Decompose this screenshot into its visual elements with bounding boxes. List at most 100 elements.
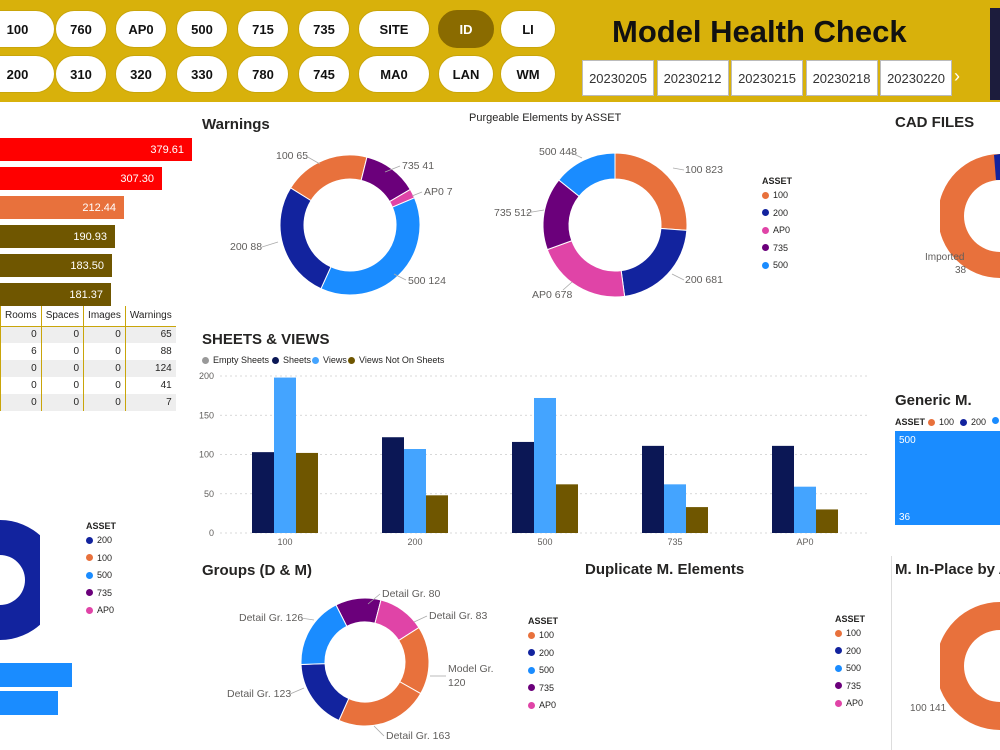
groups-slice[interactable] <box>338 681 422 727</box>
data-label: 735 41 <box>402 160 434 172</box>
bar-views[interactable] <box>664 484 686 533</box>
purgeable-slice[interactable] <box>614 152 688 231</box>
legend-item[interactable]: Empty Sheets <box>202 355 269 365</box>
filter-button-200[interactable]: 200 <box>0 55 55 93</box>
legend-item[interactable]: 200 <box>835 646 861 656</box>
legend-item[interactable]: 200 <box>528 648 554 658</box>
legend-item[interactable] <box>992 417 1000 424</box>
bar-views-not-on-sheets[interactable] <box>686 507 708 533</box>
x-tick-label: 735 <box>667 537 682 547</box>
legend-item[interactable]: 500 <box>528 665 554 675</box>
chevron-right-icon[interactable]: › <box>954 66 960 86</box>
legend-item[interactable]: AP0 <box>86 605 114 615</box>
legend-item[interactable]: AP0 <box>835 698 863 708</box>
legend-item[interactable]: AP0 <box>528 700 556 710</box>
filter-button-715[interactable]: 715 <box>237 10 289 48</box>
bar-views[interactable] <box>534 397 556 533</box>
legend-dot-icon <box>86 589 93 596</box>
date-button-20230215[interactable]: 20230215 <box>731 60 803 96</box>
legend-dot-icon <box>348 356 355 364</box>
bar-views[interactable] <box>404 449 426 533</box>
left-bar-0: 379.61 <box>0 138 192 161</box>
legend-item[interactable]: 735 <box>528 683 554 693</box>
left-bar-4: 183.50 <box>0 254 112 277</box>
bar-views-not-on-sheets[interactable] <box>426 495 448 533</box>
filter-button-ma0[interactable]: MA0 <box>358 55 430 93</box>
groups-slice[interactable] <box>300 604 348 666</box>
legend-dot-icon <box>528 631 535 639</box>
legend-item[interactable]: 100 <box>835 628 861 638</box>
card-tile <box>990 8 1000 100</box>
table-cell: 0 <box>40 394 84 411</box>
filter-button-500[interactable]: 500 <box>176 10 228 48</box>
table-cell: 0 <box>0 377 42 394</box>
cad-files-donut <box>940 154 1000 278</box>
legend-item[interactable]: 100 <box>528 630 554 640</box>
legend-label: AP0 <box>846 698 864 708</box>
purgeable-donut: 100 823 200 681 AP0 678 735 512 500 448 <box>494 146 723 301</box>
legend-item[interactable]: AP0 <box>762 225 790 235</box>
legend-item[interactable]: Views <box>312 355 347 365</box>
legend-item[interactable]: 735 <box>86 588 112 598</box>
legend-item[interactable]: Sheets <box>272 355 311 365</box>
legend-item[interactable]: 100 <box>86 553 112 563</box>
legend-item[interactable]: 500 <box>835 663 861 673</box>
legend-item[interactable]: 735 <box>762 243 788 253</box>
filter-button-760[interactable]: 760 <box>55 10 107 48</box>
warnings-slice[interactable] <box>320 197 421 296</box>
bar-views[interactable] <box>274 377 296 533</box>
filter-button-330[interactable]: 330 <box>176 55 228 93</box>
legend-item[interactable]: 500 <box>86 570 112 580</box>
filter-button-735[interactable]: 735 <box>298 10 350 48</box>
filter-button-id[interactable]: ID <box>438 10 494 48</box>
generic-title: Generic M. <box>895 392 972 409</box>
legend-item[interactable]: 200 <box>960 417 986 427</box>
leader-line <box>373 725 385 737</box>
bar-sheets[interactable] <box>382 437 404 533</box>
bar-sheets[interactable] <box>252 452 274 533</box>
bar-sheets[interactable] <box>512 441 534 533</box>
date-button-20230220[interactable]: 20230220 <box>880 60 952 96</box>
legend-item[interactable]: 200 <box>86 535 112 545</box>
legend-item[interactable]: 500 <box>762 260 788 270</box>
bar-views[interactable] <box>794 486 816 533</box>
filter-button-li[interactable]: LI <box>500 10 556 48</box>
purgeable-slice[interactable] <box>620 227 688 297</box>
date-button-20230212[interactable]: 20230212 <box>656 60 729 96</box>
bar-sheets[interactable] <box>642 445 664 533</box>
table-cell: 7 <box>124 394 176 411</box>
filter-button-ap0[interactable]: AP0 <box>115 10 167 48</box>
table-cell: 6 <box>0 343 42 360</box>
legend-item[interactable]: 735 <box>835 681 861 691</box>
legend-dot-icon <box>272 356 279 364</box>
groups-slice[interactable] <box>300 663 350 722</box>
filter-button-780[interactable]: 780 <box>237 55 289 93</box>
bar-views-not-on-sheets[interactable] <box>556 484 578 533</box>
bar-sheets[interactable] <box>772 445 794 533</box>
warnings-title: Warnings <box>202 116 270 133</box>
leader-line <box>305 155 321 165</box>
filter-button-745[interactable]: 745 <box>298 55 350 93</box>
bar-views-not-on-sheets[interactable] <box>816 509 838 533</box>
filter-button-lan[interactable]: LAN <box>438 55 494 93</box>
legend-label: AP0 <box>539 700 557 710</box>
legend-item[interactable]: 200 <box>762 208 788 218</box>
filter-button-320[interactable]: 320 <box>115 55 167 93</box>
legend-label: 100 <box>97 552 113 563</box>
filter-button-100[interactable]: 100 <box>0 10 55 48</box>
bar-views-not-on-sheets[interactable] <box>296 452 318 533</box>
legend-dot-icon <box>202 356 209 364</box>
purgeable-slice[interactable] <box>558 152 616 197</box>
filter-button-wm[interactable]: WM <box>500 55 556 93</box>
legend-dot-icon <box>960 418 967 426</box>
filter-button-310[interactable]: 310 <box>55 55 107 93</box>
date-button-20230218[interactable]: 20230218 <box>805 60 878 96</box>
date-button-20230205[interactable]: 20230205 <box>582 60 654 96</box>
legend-item[interactable]: 100 <box>762 190 788 200</box>
legend-item[interactable]: Views Not On Sheets <box>348 355 444 365</box>
filter-button-site[interactable]: SITE <box>358 10 430 48</box>
warnings-slice[interactable] <box>279 187 332 290</box>
warnings-donut: 100 65 735 41 AP0 7 500 124 200 88 <box>230 150 453 296</box>
legend-item[interactable]: 100 <box>928 417 954 427</box>
left-bar-1: 307.30 <box>0 167 162 190</box>
